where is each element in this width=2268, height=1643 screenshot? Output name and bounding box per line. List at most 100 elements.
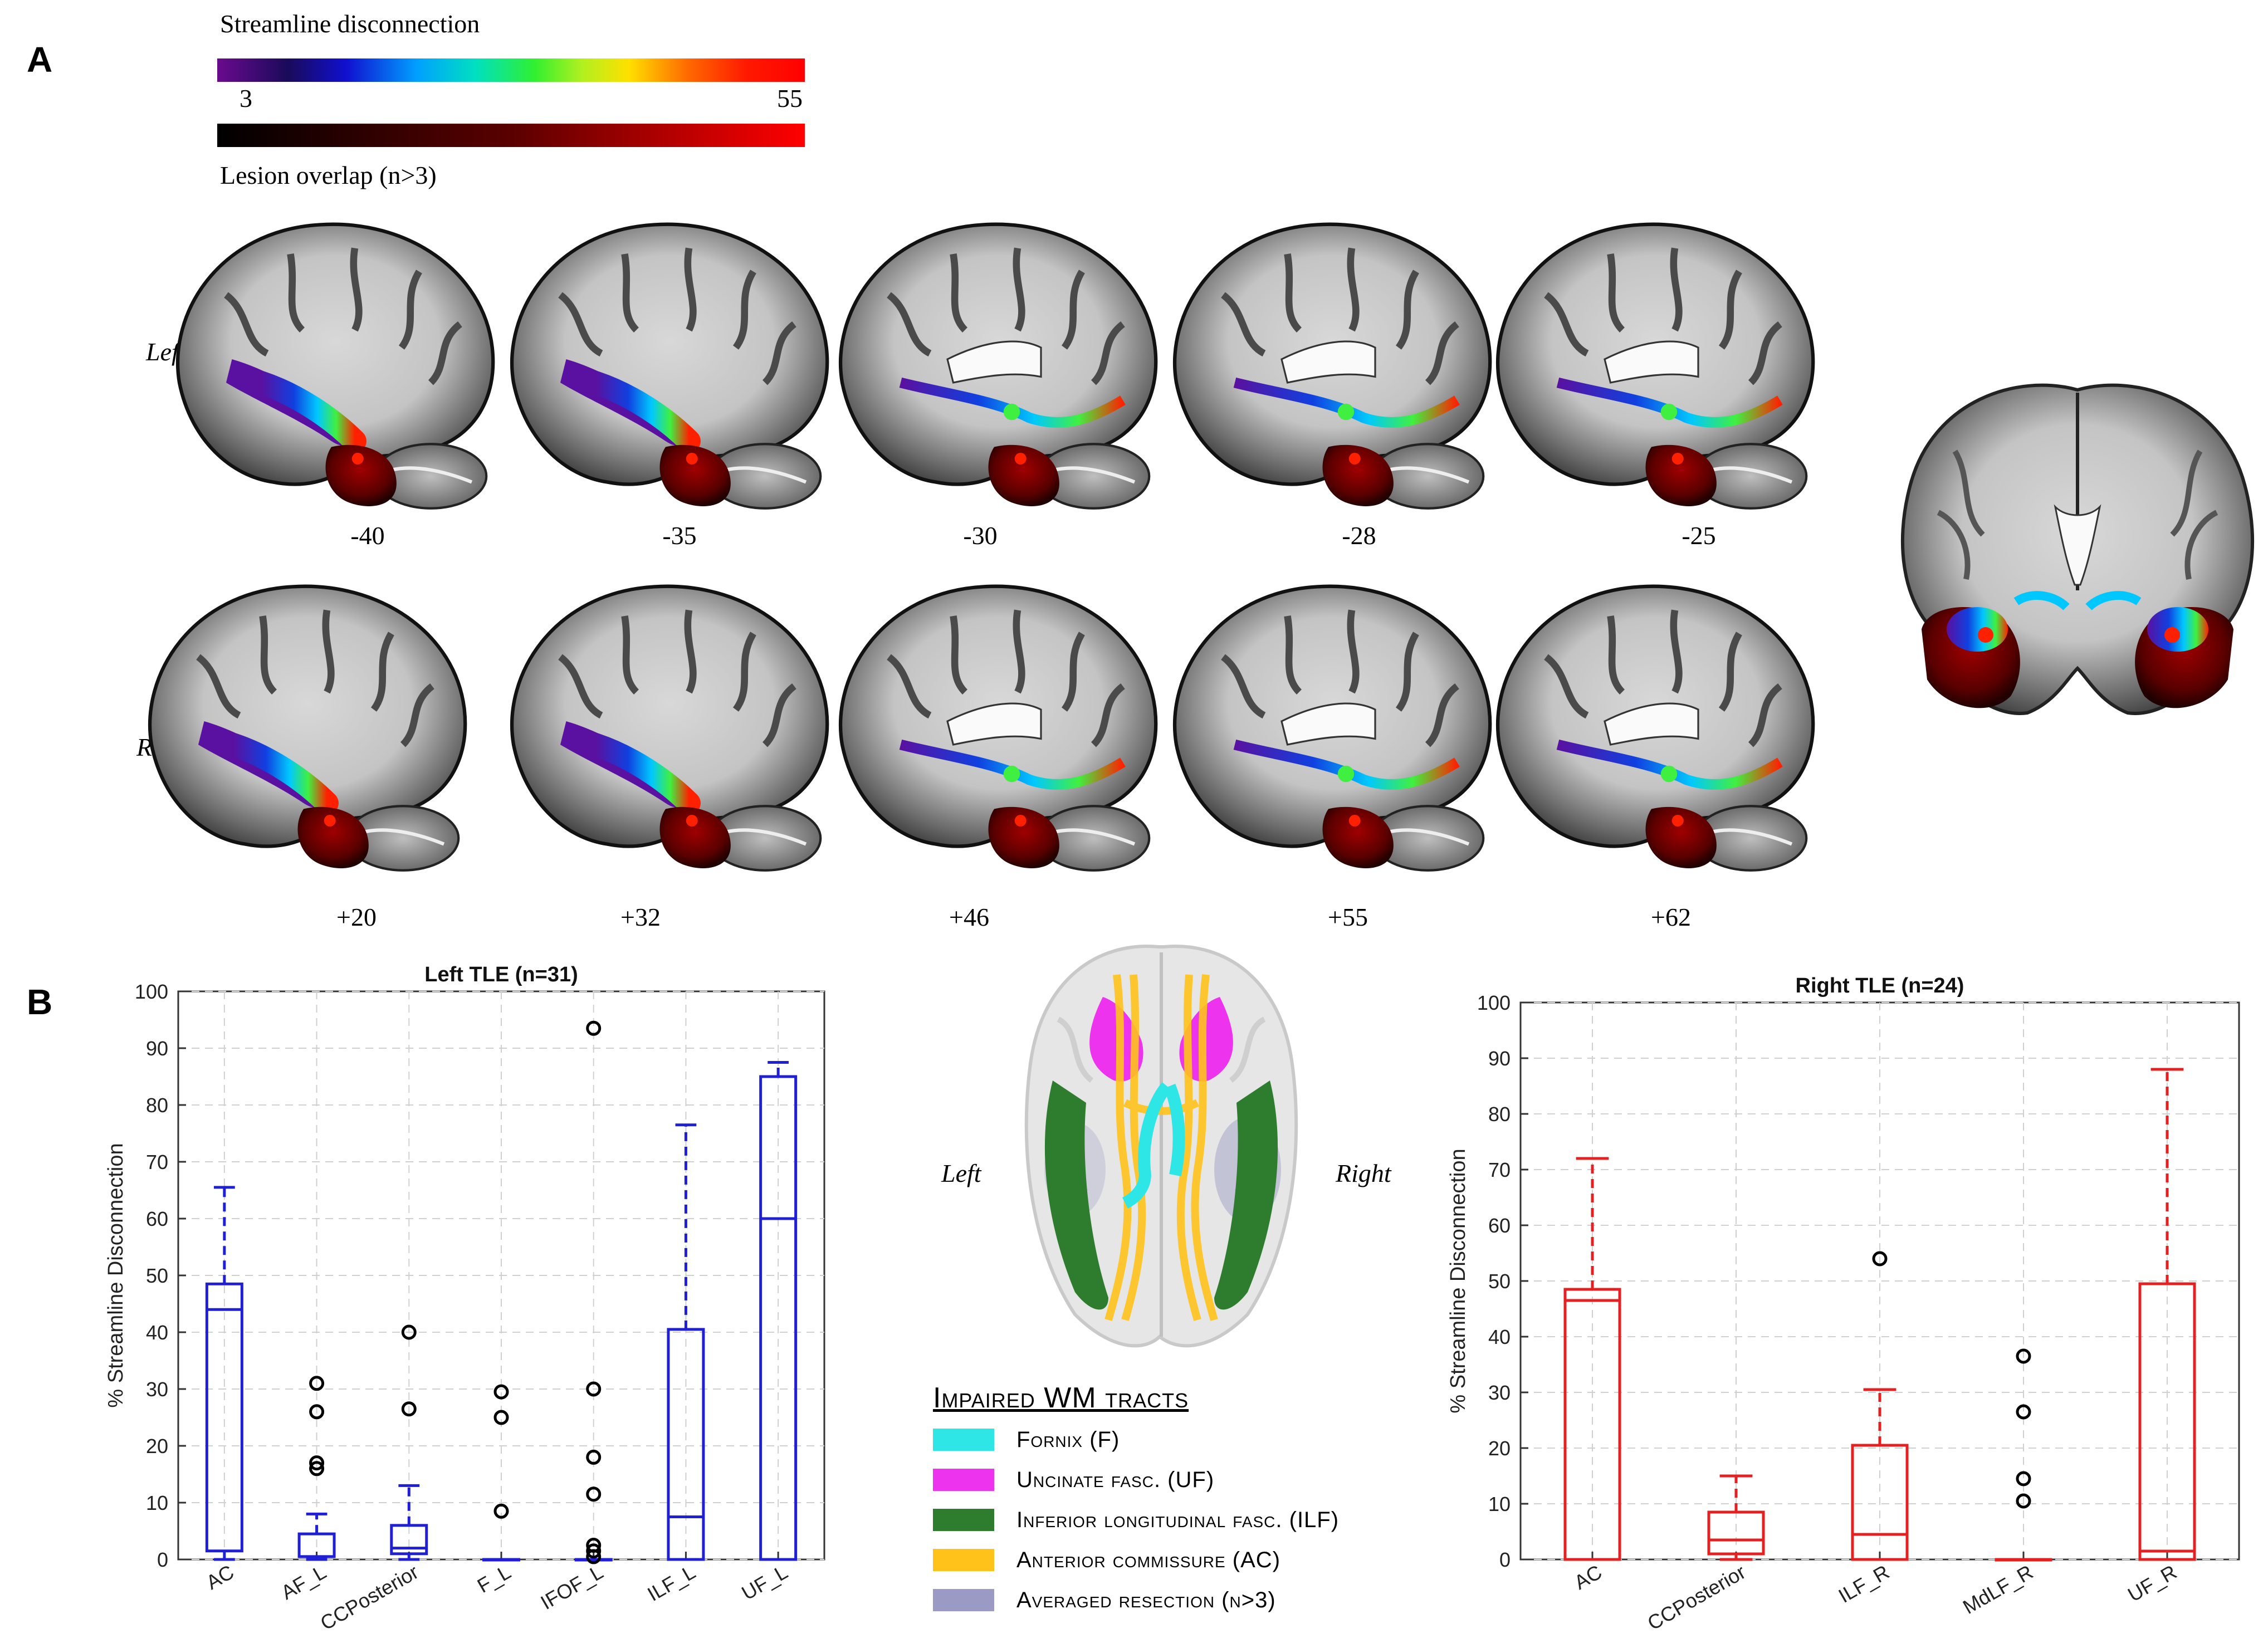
legend-item: Uncinate fasc. (UF) [933, 1463, 1214, 1497]
box-iqr [2138, 1282, 2196, 1561]
y-tick-label: 20 [146, 1435, 168, 1458]
sagittal-slice-left [510, 222, 829, 510]
y-tick-label: 20 [1488, 1437, 1511, 1460]
outlier-point [493, 1503, 509, 1519]
outlier-point [309, 1461, 325, 1476]
outlier-point [586, 1486, 602, 1502]
box-ILF_R [1851, 1251, 1909, 1561]
slice-coordinate-label: +20 [336, 903, 377, 931]
sagittal-slice-right [510, 584, 829, 872]
x-tick-label: AC [202, 1560, 238, 1594]
y-tick-label: 70 [146, 1151, 168, 1173]
legend-swatch [933, 1589, 994, 1611]
box-MdLF_R [1995, 1348, 2052, 1562]
legend-swatch [933, 1429, 994, 1451]
x-tick-label: AC [1570, 1560, 1606, 1594]
legend-label: Fornix (F) [1016, 1427, 1120, 1452]
outlier-point [2016, 1404, 2031, 1420]
x-tick-label: MdLF_R [1959, 1560, 2037, 1618]
outlier-point [586, 1020, 602, 1036]
y-tick-label: 10 [146, 1492, 168, 1514]
x-tick-label: CCPosterior [1644, 1560, 1749, 1635]
brain-left-label: Left [941, 1159, 981, 1187]
y-tick-label: 100 [135, 980, 168, 1003]
outlier-point [309, 1404, 325, 1420]
sagittal-slice-left [1172, 222, 1492, 510]
outlier-point [309, 1376, 325, 1391]
outlier-point [493, 1410, 509, 1425]
legend-label: Averaged resection (n>3) [1016, 1587, 1276, 1612]
outlier-point [2016, 1493, 2031, 1509]
legend-item: Averaged resection (n>3) [933, 1583, 1276, 1617]
coronal-brain-slice [1900, 383, 2255, 715]
sagittal-slice-left [175, 222, 495, 510]
box-AC [205, 1186, 243, 1561]
box-F_L [482, 1384, 520, 1562]
colorbar-disconnection [217, 58, 805, 82]
y-tick-label: 80 [146, 1094, 168, 1117]
chart-title: Left TLE (n=31) [424, 963, 578, 986]
box-IFOF_L [574, 1020, 613, 1564]
outlier-point [2016, 1348, 2031, 1364]
outlier-point [401, 1324, 417, 1340]
y-tick-label: 40 [1488, 1326, 1511, 1348]
outlier-point [309, 1455, 325, 1471]
colorbar-lesion-title: Lesion overlap (n>3) [220, 161, 437, 189]
box-iqr [1707, 1510, 1765, 1556]
y-tick-label: 50 [1488, 1270, 1511, 1293]
glass-brain-tracts [1024, 945, 1298, 1348]
legend-label: Anterior commissure (AC) [1016, 1547, 1281, 1572]
colorbar-disconnection-title: Streamline disconnection [220, 9, 480, 38]
box-AF_L [297, 1376, 336, 1561]
box-iqr [205, 1282, 243, 1553]
slice-coordinate-label: -28 [1342, 521, 1376, 550]
box-iqr [667, 1328, 705, 1561]
box-iqr [390, 1524, 428, 1556]
sagittal-slice-right [838, 584, 1158, 872]
box-CCPosterior [390, 1324, 428, 1561]
sagittal-slice-left [1495, 222, 1815, 510]
chart-title: Right TLE (n=24) [1796, 974, 1964, 997]
colorbar-min-label: 3 [239, 84, 252, 113]
legend-label: Inferior longitudinal fasc. (ILF) [1016, 1507, 1340, 1532]
slice-coordinate-label: +32 [620, 903, 661, 931]
sagittal-slice-right [1495, 584, 1815, 872]
outlier-point [2016, 1471, 2031, 1486]
box-CCPosterior [1707, 1474, 1765, 1561]
legend-swatch [933, 1509, 994, 1531]
y-axis-label: % Streamline Disconnection [104, 1143, 128, 1407]
box-plot-right-tle: 0 10 20 30 40 50 60 70 80 90 100 AC CCPosterior ILF_R… [1446, 974, 2240, 1635]
box-UF_L [759, 1061, 798, 1561]
outlier-point [586, 1381, 602, 1397]
panel-a-letter: A [27, 40, 53, 80]
sagittal-slice-right [148, 584, 467, 872]
outlier-point [1872, 1251, 1888, 1267]
x-tick-label: IFOF_L [537, 1560, 607, 1614]
box-iqr [1563, 1288, 1621, 1561]
legend-swatch [933, 1549, 994, 1571]
sagittal-slice-right [1172, 584, 1492, 872]
y-tick-label: 90 [146, 1037, 168, 1060]
outlier-point [401, 1401, 417, 1417]
outlier-point [586, 1543, 602, 1559]
x-tick-label: UF_R [2124, 1560, 2181, 1606]
sagittal-slice-left [838, 222, 1158, 510]
legend-label: Uncinate fasc. (UF) [1016, 1467, 1215, 1492]
x-tick-label: AF_L [277, 1560, 330, 1604]
x-tick-label: UF_L [737, 1560, 791, 1605]
y-tick-label: 90 [1488, 1047, 1511, 1070]
y-tick-label: 0 [1499, 1548, 1511, 1571]
colorbar-lesion-overlap [217, 124, 805, 147]
x-tick-label: F_L [473, 1560, 515, 1597]
slice-coordinate-label: +55 [1328, 903, 1368, 931]
outlier-point [493, 1384, 509, 1400]
y-tick-label: 30 [146, 1378, 168, 1401]
outlier-point [586, 1538, 602, 1553]
legend-item: Fornix (F) [933, 1423, 1120, 1456]
y-tick-label: 60 [146, 1207, 168, 1230]
plot-area [1519, 1001, 2240, 1561]
panel-b-letter: B [27, 982, 53, 1022]
slice-coordinate-label: -25 [1682, 521, 1716, 550]
y-tick-label: 80 [1488, 1103, 1511, 1126]
